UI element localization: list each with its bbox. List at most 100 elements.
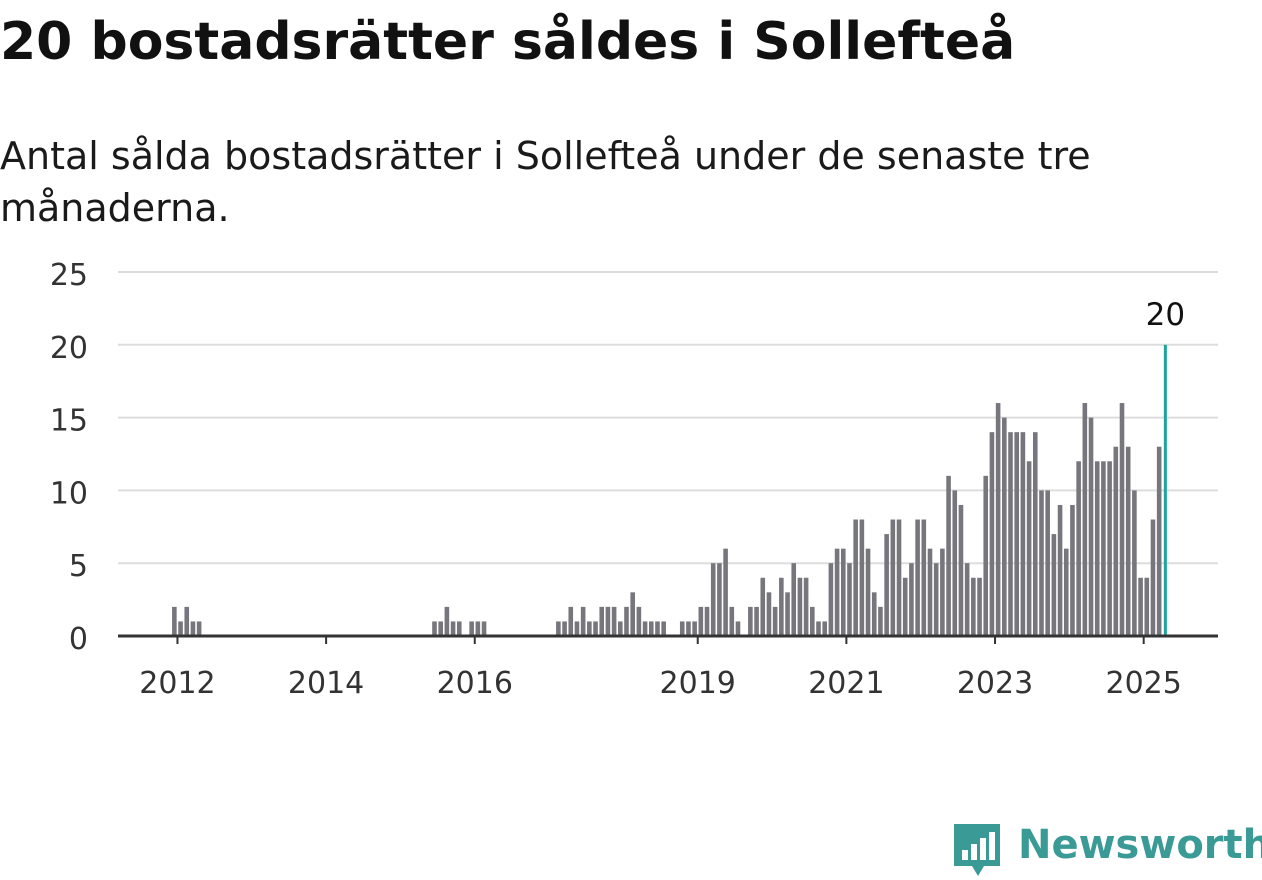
- bar: [1020, 432, 1026, 636]
- bar: [475, 621, 481, 636]
- bar: [748, 606, 753, 636]
- bar: [698, 606, 704, 636]
- bar: [1026, 461, 1032, 636]
- bar: [1045, 490, 1050, 636]
- data-labels: 20: [1146, 297, 1185, 333]
- chart-title: 20 bostadsrätter såldes i Sollefteå: [0, 12, 1016, 72]
- bar: [834, 548, 840, 636]
- bar: [710, 563, 716, 636]
- brand-logo: Newsworthy: [950, 818, 1262, 878]
- chart-subtitle: Antal sålda bostadsrätter i Sollefteå un…: [0, 134, 1091, 230]
- bar: [190, 621, 196, 636]
- bar: [624, 606, 629, 636]
- bar: [915, 519, 920, 636]
- x-tick-label: 2012: [139, 666, 215, 701]
- bar: [822, 621, 827, 636]
- bar: [995, 403, 1001, 636]
- bar: [828, 563, 834, 636]
- bar: [1063, 548, 1069, 636]
- bar: [785, 592, 790, 636]
- bar: [791, 563, 797, 636]
- bar: [1150, 519, 1156, 636]
- bar: [909, 563, 914, 636]
- bar: [1057, 504, 1063, 636]
- bar: [196, 621, 202, 636]
- y-tick-label: 20: [50, 331, 88, 366]
- y-tick-label: 0: [69, 622, 88, 657]
- bar: [810, 606, 815, 636]
- bar: [444, 606, 450, 636]
- bar: [661, 621, 666, 636]
- bar: [184, 606, 190, 636]
- bar: [878, 606, 883, 636]
- bar: [481, 621, 487, 636]
- bar: [568, 606, 574, 636]
- bar: [618, 621, 623, 636]
- x-tick-label: 2021: [808, 666, 884, 701]
- bar: [927, 548, 933, 636]
- bar: [1101, 461, 1106, 636]
- bar: [469, 621, 474, 636]
- bar: [1125, 446, 1131, 636]
- y-tick-label: 15: [50, 404, 88, 439]
- bar: [1008, 432, 1013, 636]
- bar: [847, 563, 852, 636]
- bar: [704, 606, 710, 636]
- bar: [946, 475, 951, 636]
- bar: [717, 563, 722, 636]
- y-tick-label: 10: [50, 476, 88, 511]
- bar: [1076, 461, 1081, 636]
- bar: [964, 563, 970, 636]
- bar: [840, 548, 846, 636]
- bars: [172, 344, 1167, 636]
- bar: [630, 592, 635, 636]
- bar: [853, 519, 858, 636]
- bar: [1082, 403, 1088, 636]
- bar: [1119, 403, 1125, 636]
- bar-highlight: [1163, 344, 1167, 636]
- bar: [754, 606, 759, 636]
- bar: [605, 606, 611, 636]
- y-axis: 0 5 10 15 20 25: [50, 258, 88, 657]
- bar: [1107, 461, 1112, 636]
- bar: [692, 621, 697, 636]
- bar: [1014, 432, 1020, 636]
- bar: [178, 621, 183, 636]
- bar: [587, 621, 592, 636]
- bar: [871, 592, 877, 636]
- bar: [611, 606, 617, 636]
- y-tick-label: 5: [69, 549, 88, 584]
- bar: [1032, 432, 1038, 636]
- bar: [438, 621, 443, 636]
- bar: [766, 592, 772, 636]
- bar: [772, 606, 778, 636]
- bar: [599, 606, 605, 636]
- bar: [952, 490, 958, 636]
- bar: [1088, 417, 1094, 636]
- bar: [1113, 446, 1119, 636]
- bar: [896, 519, 902, 636]
- bar: [1132, 490, 1137, 636]
- bar: [1144, 577, 1150, 636]
- bar: [977, 577, 982, 636]
- bar: [655, 621, 660, 636]
- bar: [890, 519, 896, 636]
- x-tick-label: 2016: [437, 666, 513, 701]
- bar: [779, 577, 784, 636]
- x-tick-label: 2023: [957, 666, 1033, 701]
- bar: [648, 621, 654, 636]
- brand-name: Newsworthy: [1018, 822, 1262, 868]
- bar: [574, 621, 580, 636]
- bar: [865, 548, 871, 636]
- bar: [456, 621, 462, 636]
- data-label: 20: [1146, 297, 1185, 333]
- x-tick-label: 2025: [1105, 666, 1181, 701]
- bar: [983, 475, 989, 636]
- bar: [921, 519, 927, 636]
- bar: [1138, 577, 1143, 636]
- bar: [172, 606, 177, 636]
- bar: [562, 621, 567, 636]
- bar: [816, 621, 821, 636]
- bar: [636, 606, 642, 636]
